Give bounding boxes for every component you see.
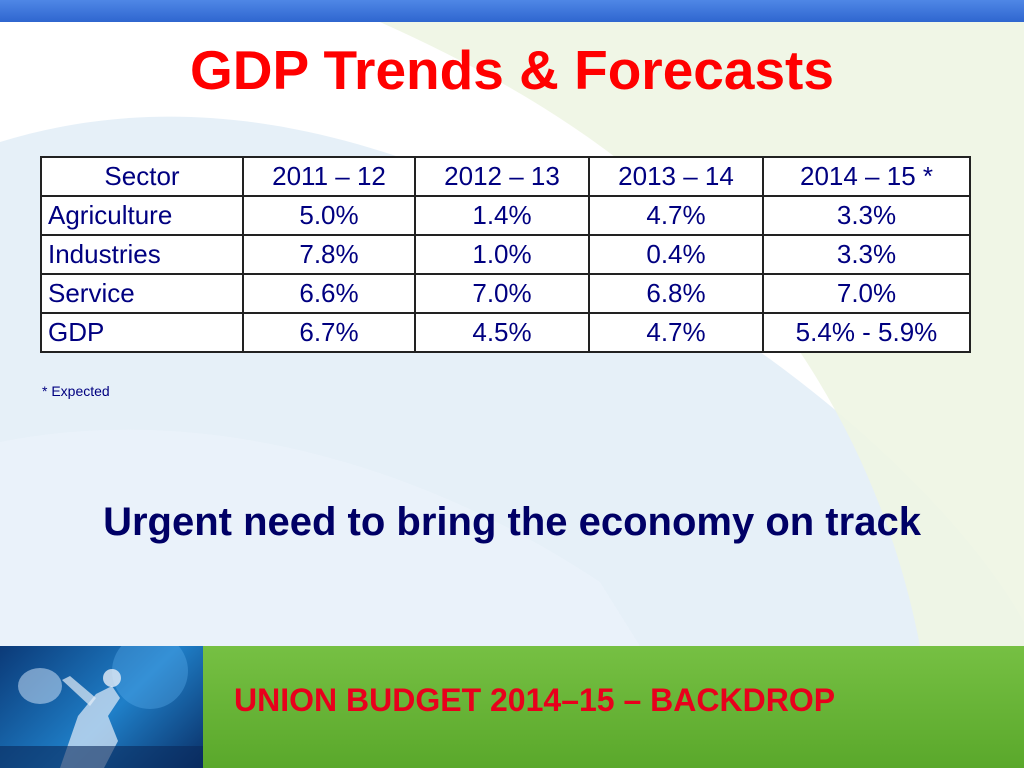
- basketball-photo: [0, 646, 203, 768]
- value-cell: 6.7%: [242, 312, 416, 353]
- value-cell: 7.0%: [414, 273, 590, 314]
- footnote: * Expected: [42, 383, 110, 399]
- table-row: Industries 7.8% 1.0% 0.4% 3.3%: [40, 234, 971, 275]
- header-cell: 2011 – 12: [242, 156, 416, 197]
- table-row: Agriculture 5.0% 1.4% 4.7% 3.3%: [40, 195, 971, 236]
- value-cell: 7.0%: [762, 273, 971, 314]
- top-bar: [0, 0, 1024, 22]
- table-row: Service 6.6% 7.0% 6.8% 7.0%: [40, 273, 971, 314]
- value-cell: 1.4%: [414, 195, 590, 236]
- value-cell: 4.5%: [414, 312, 590, 353]
- value-cell: 3.3%: [762, 234, 971, 275]
- value-cell: 7.8%: [242, 234, 416, 275]
- sector-cell: GDP: [40, 312, 244, 353]
- value-cell: 6.8%: [588, 273, 764, 314]
- slide-title: GDP Trends & Forecasts: [190, 39, 834, 101]
- sector-cell: Industries: [40, 234, 244, 275]
- sector-cell: Agriculture: [40, 195, 244, 236]
- header-cell: 2014 – 15 *: [762, 156, 971, 197]
- value-cell: 4.7%: [588, 195, 764, 236]
- value-cell: 0.4%: [588, 234, 764, 275]
- header-cell: Sector: [40, 156, 244, 197]
- table-row: GDP 6.7% 4.5% 4.7% 5.4% - 5.9%: [40, 312, 971, 353]
- value-cell: 4.7%: [588, 312, 764, 353]
- gdp-table: Sector 2011 – 12 2012 – 13 2013 – 14 201…: [40, 156, 971, 353]
- value-cell: 1.0%: [414, 234, 590, 275]
- tagline: Urgent need to bring the economy on trac…: [103, 500, 921, 544]
- value-cell: 5.0%: [242, 195, 416, 236]
- table-header-row: Sector 2011 – 12 2012 – 13 2013 – 14 201…: [40, 156, 971, 197]
- header-cell: 2013 – 14: [588, 156, 764, 197]
- footer-title: UNION BUDGET 2014–15 – BACKDROP: [234, 682, 836, 718]
- header-cell: 2012 – 13: [414, 156, 590, 197]
- sector-cell: Service: [40, 273, 244, 314]
- value-cell: 3.3%: [762, 195, 971, 236]
- value-cell: 5.4% - 5.9%: [762, 312, 971, 353]
- value-cell: 6.6%: [242, 273, 416, 314]
